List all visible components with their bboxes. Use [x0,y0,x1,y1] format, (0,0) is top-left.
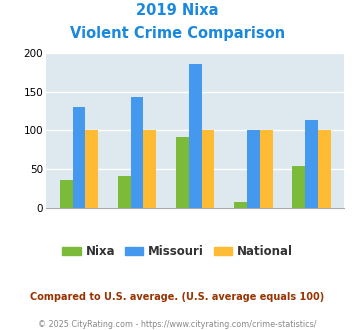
Bar [176,137,189,208]
Bar [293,166,305,208]
Text: 2019 Nixa: 2019 Nixa [136,3,219,18]
Bar [260,130,273,208]
Bar [247,130,260,208]
Bar [202,130,214,208]
Text: Compared to U.S. average. (U.S. average equals 100): Compared to U.S. average. (U.S. average … [31,292,324,302]
Bar [131,97,143,208]
Bar [234,203,247,208]
Bar [189,64,202,208]
Bar [85,130,98,208]
Bar [143,130,156,208]
Text: © 2025 CityRating.com - https://www.cityrating.com/crime-statistics/: © 2025 CityRating.com - https://www.city… [38,320,317,329]
Bar [118,176,131,208]
Bar [60,180,72,208]
Text: Violent Crime Comparison: Violent Crime Comparison [70,26,285,41]
Bar [72,107,85,208]
Legend: Nixa, Missouri, National: Nixa, Missouri, National [57,241,298,263]
Bar [318,130,331,208]
Bar [305,120,318,208]
